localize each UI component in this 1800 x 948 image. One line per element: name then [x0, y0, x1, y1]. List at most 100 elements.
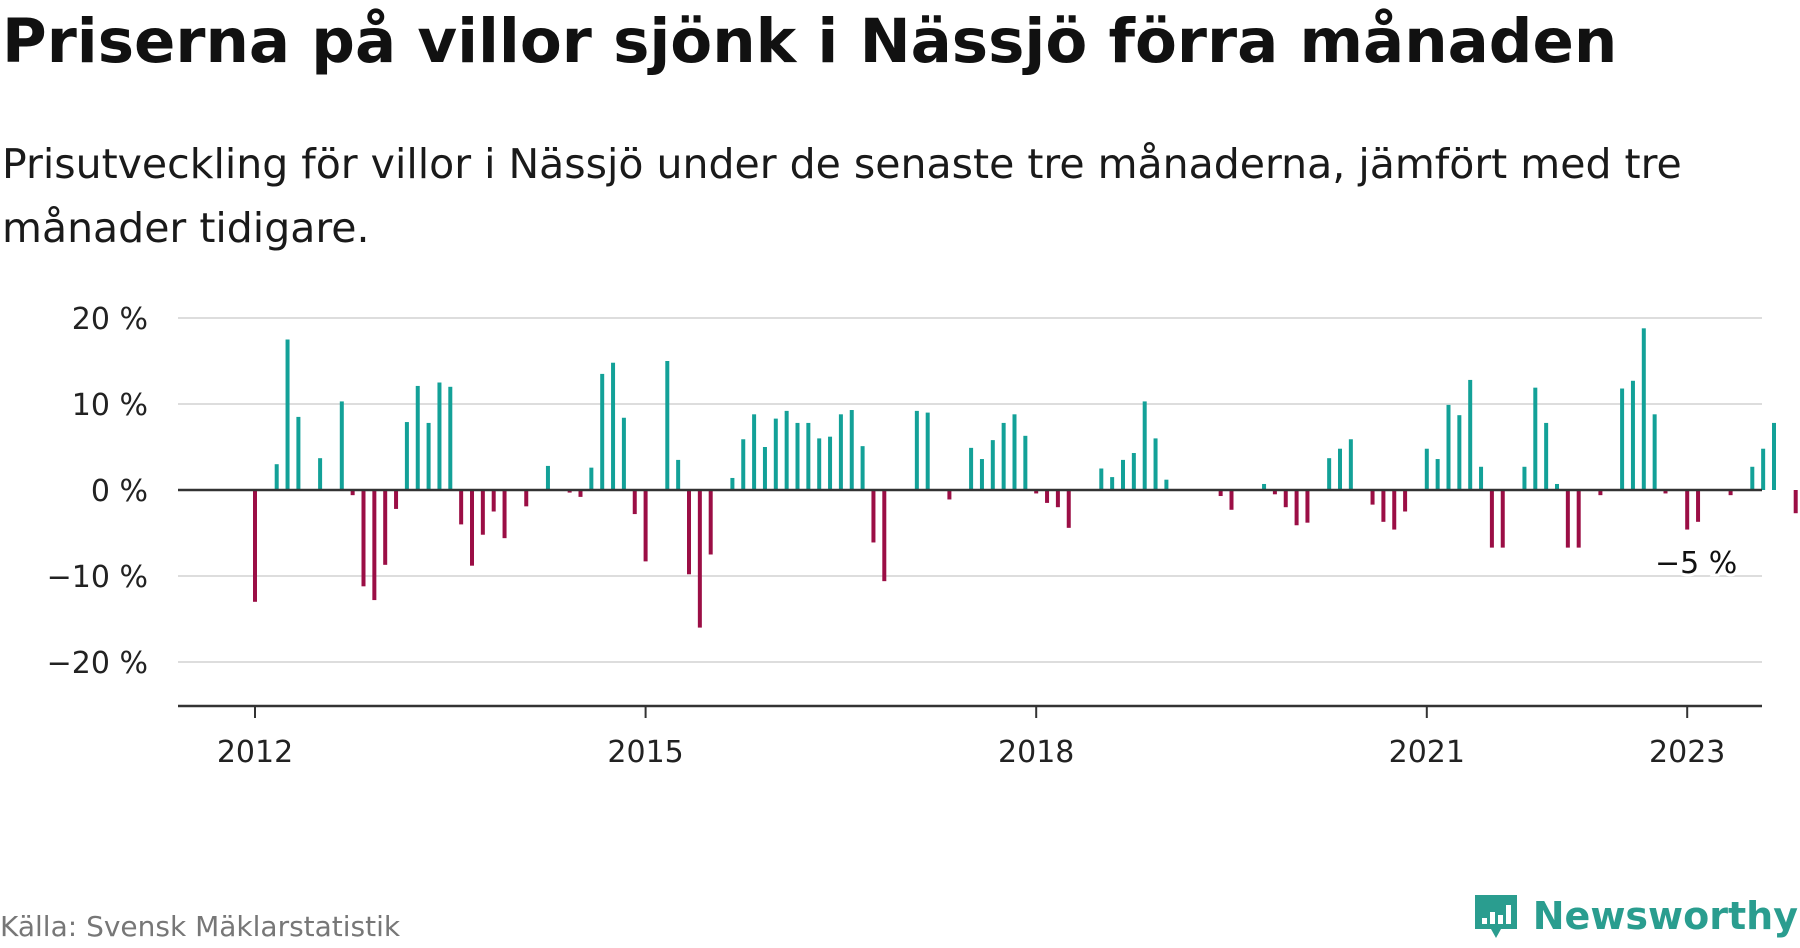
- bar: [741, 439, 746, 490]
- grid-layer: [178, 317, 1762, 663]
- bar: [1555, 483, 1559, 490]
- bar: [372, 490, 377, 601]
- bar: [1392, 490, 1397, 530]
- bar: [1696, 490, 1701, 522]
- bar: [1663, 490, 1668, 494]
- bar-chart-speech-bubble-icon: [1474, 895, 1517, 938]
- x-tick-label: 2018: [998, 735, 1074, 770]
- bar: [1294, 490, 1299, 526]
- bar: [1500, 490, 1505, 548]
- bar: [491, 490, 496, 512]
- bar: [589, 467, 594, 490]
- bar: [1012, 414, 1017, 490]
- bar: [296, 416, 301, 490]
- bar: [1327, 458, 1332, 490]
- bar: [979, 459, 984, 490]
- bar: [621, 417, 626, 490]
- bar: [1522, 466, 1527, 490]
- bar: [1218, 490, 1223, 497]
- bar: [274, 464, 279, 490]
- bar: [1793, 490, 1798, 514]
- bar: [578, 490, 583, 497]
- bar: [1272, 490, 1277, 495]
- bar: [1229, 490, 1234, 510]
- source-note: Källa: Svensk Mäklarstatistik: [0, 910, 401, 943]
- bar: [1305, 490, 1310, 523]
- bar: [925, 412, 930, 490]
- x-tick-label: 2023: [1649, 735, 1725, 770]
- bar: [730, 477, 735, 490]
- bar: [480, 490, 485, 535]
- bar: [1750, 466, 1755, 490]
- bar: [502, 490, 507, 539]
- bar: [1370, 490, 1375, 505]
- bar: [253, 490, 257, 602]
- bar: [1446, 404, 1451, 490]
- chart-title: Priserna på villor sjönk i Nässjö förra …: [2, 6, 1618, 77]
- y-tick-label: −20 %: [47, 646, 148, 681]
- bar: [914, 410, 919, 490]
- axis-layer: [178, 488, 1762, 718]
- bar: [1435, 459, 1440, 490]
- bar: [567, 490, 572, 493]
- label-layer: 20 % 10 % 0 % −10 % −20 % 2012 2015 2018 2021 202…: [47, 302, 1741, 770]
- bar: [1110, 477, 1115, 490]
- bar: [708, 490, 713, 555]
- bar: [1262, 483, 1267, 490]
- bar: [361, 490, 366, 587]
- bar: [990, 440, 995, 490]
- bar: [545, 465, 550, 490]
- bar: [849, 410, 854, 490]
- bar: [415, 385, 420, 490]
- bar: [1045, 490, 1050, 503]
- bar: [1034, 490, 1039, 494]
- bar: [838, 414, 843, 490]
- bar: [1533, 387, 1538, 490]
- bar: [947, 490, 952, 500]
- bar: [1142, 401, 1147, 490]
- y-tick-label: 20 %: [72, 302, 148, 337]
- bar: [1685, 490, 1690, 530]
- bar: [643, 490, 648, 562]
- bar: [1544, 422, 1549, 490]
- bar: [404, 422, 409, 490]
- bars-layer: [253, 328, 1798, 628]
- bar: [1598, 490, 1603, 496]
- bar: [969, 447, 974, 490]
- bar: [1055, 490, 1060, 508]
- bar: [1565, 490, 1570, 548]
- bar: [752, 414, 757, 490]
- bar: [1761, 448, 1766, 490]
- bar: [350, 490, 355, 496]
- bar: [383, 490, 388, 565]
- bar: [806, 422, 811, 490]
- bar: [1489, 490, 1494, 548]
- bar: [1131, 453, 1136, 490]
- x-tick-label: 2021: [1389, 735, 1465, 770]
- bar: [448, 386, 453, 490]
- bar: [1457, 415, 1462, 490]
- newsworthy-logo: Newsworthy: [1471, 888, 1798, 944]
- bar: [1641, 328, 1646, 490]
- bar: [1348, 439, 1353, 490]
- bar: [676, 459, 681, 490]
- bar: [426, 422, 431, 490]
- bar: [1338, 448, 1342, 490]
- bar: [524, 490, 529, 507]
- x-tick-label: 2015: [607, 735, 683, 770]
- bar: [1728, 490, 1733, 496]
- bar: [828, 436, 833, 490]
- bar: [860, 446, 865, 490]
- annotation-label: −5 %: [1655, 546, 1737, 581]
- logo-text: Newsworthy: [1532, 894, 1798, 938]
- bar: [1153, 438, 1158, 490]
- bar: [339, 401, 344, 490]
- bar: [697, 490, 702, 628]
- bar: [1772, 422, 1776, 490]
- bar: [1121, 459, 1125, 490]
- bar: [882, 490, 887, 582]
- chart-subtitle: Prisutveckling för villor i Nässjö under…: [2, 140, 1682, 252]
- bar: [1620, 388, 1625, 490]
- bar: [1001, 422, 1006, 490]
- y-tick-label: 0 %: [91, 474, 148, 509]
